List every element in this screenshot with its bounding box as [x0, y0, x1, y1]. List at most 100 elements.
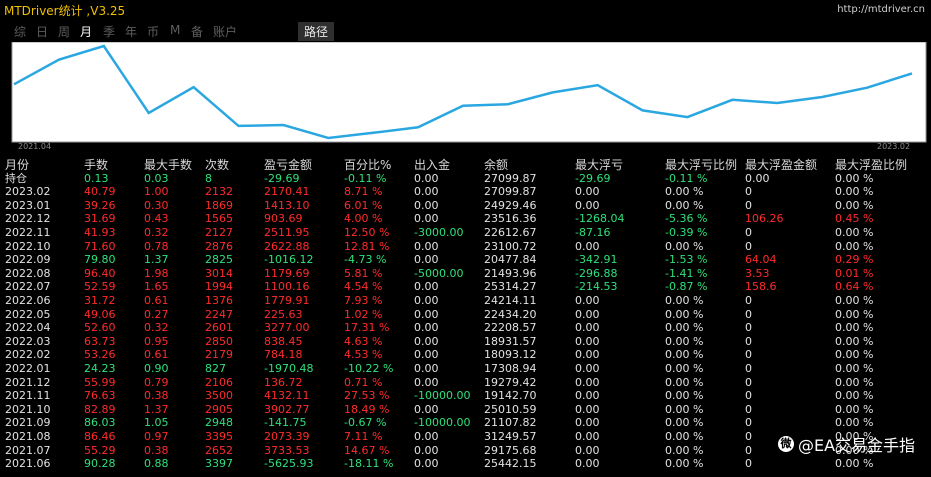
- cell-count: 1994: [205, 280, 233, 294]
- column-header-max_fp_pct[interactable]: 最大浮盈比例: [835, 158, 908, 172]
- cell-month: 2022.11: [5, 226, 51, 239]
- table-row[interactable]: 2022.03 63.73 0.95 2850 838.45 4.63 % 0.00 1893…: [0, 335, 931, 349]
- column-header-month[interactable]: 月份: [5, 158, 30, 172]
- tab-path[interactable]: 路径: [298, 22, 335, 41]
- column-header-max_dd[interactable]: 最大浮亏: [575, 158, 624, 172]
- cell-inout: 0.00: [414, 280, 439, 294]
- tab-7[interactable]: M: [170, 23, 181, 37]
- cell-max_fp_pct: 0.00 %: [835, 457, 874, 471]
- column-header-max_lots[interactable]: 最大手数: [144, 158, 193, 172]
- cell-pl: 2170.41: [264, 185, 310, 199]
- cell-pl: 3277.00: [264, 321, 310, 335]
- cell-balance: 21107.82: [484, 416, 537, 430]
- table-row[interactable]: 2022.02 53.26 0.61 2179 784.18 4.53 % 0.00 1809…: [0, 348, 931, 362]
- website-link[interactable]: http://mtdriver.cn: [837, 4, 925, 15]
- tab-9[interactable]: 账户: [213, 25, 238, 39]
- cell-month: 2022.03: [5, 334, 51, 348]
- cell-max_fp: 0: [745, 334, 752, 348]
- cell-lots: 76.63: [84, 389, 116, 403]
- table-row[interactable]: 2022.09 79.80 1.37 2825 -1016.12 -4.73 % 0.00 2…: [0, 253, 931, 267]
- column-header-pl[interactable]: 盈亏金额: [264, 158, 313, 172]
- cell-pl: 3733.53: [264, 443, 310, 457]
- cell-count: 3014: [205, 266, 233, 280]
- cell-count: 827: [205, 362, 226, 375]
- period-tabs: 综日周月季年币 M 备账户 路径: [0, 22, 931, 42]
- column-header-balance[interactable]: 余额: [484, 158, 509, 172]
- cell-max_dd: 0.00: [575, 348, 600, 362]
- column-header-lots[interactable]: 手数: [84, 158, 109, 172]
- cell-max_dd: 0.00: [575, 198, 600, 212]
- position-cell-lots: 0.13: [84, 171, 109, 185]
- column-header-inout[interactable]: 出入金: [414, 158, 451, 172]
- tab-5[interactable]: 年: [125, 25, 138, 39]
- cell-max_dd: 0.00: [575, 402, 600, 416]
- cell-lots: 53.26: [84, 348, 116, 362]
- table-row[interactable]: 2022.04 52.60 0.32 2601 3277.00 17.31 % 0.00 22…: [0, 321, 931, 335]
- cell-max_lots: 1.37: [144, 402, 169, 416]
- table-row[interactable]: 2021.08 86.46 0.97 3395 2073.39 7.11 % 0.00 312…: [0, 430, 931, 444]
- cell-max_fp_pct: 0.64 %: [835, 280, 874, 294]
- table-row[interactable]: 2022.08 96.40 1.98 3014 1179.69 5.81 % -5000.0…: [0, 267, 931, 281]
- table-row[interactable]: 2022.07 52.59 1.65 1994 1100.16 4.54 % 0.00 253…: [0, 280, 931, 294]
- cell-max_fp_pct: 0.00 %: [835, 348, 874, 362]
- cell-balance: 18931.57: [484, 334, 537, 348]
- cell-max_dd_pct: 0.00 %: [665, 321, 704, 335]
- tab-0[interactable]: 综: [14, 25, 27, 39]
- tab-1[interactable]: 日: [36, 25, 49, 39]
- table-row[interactable]: 2022.06 31.72 0.61 1376 1779.91 7.93 % 0.00 242…: [0, 294, 931, 308]
- table-row[interactable]: 2021.06 90.28 0.88 3397 -5625.93 -18.11 % 0.00…: [0, 457, 931, 471]
- tab-6[interactable]: 币: [147, 25, 160, 39]
- column-header-pct[interactable]: 百分比%: [344, 158, 392, 172]
- cell-max_fp_pct: 0.00 %: [835, 430, 874, 443]
- table-row[interactable]: 2021.10 82.89 1.37 2905 3902.77 18.49 % 0.00 25…: [0, 403, 931, 417]
- column-header-max_fp[interactable]: 最大浮盈金额: [745, 158, 818, 172]
- cell-balance: 31249.57: [484, 430, 537, 443]
- column-header-count[interactable]: 次数: [205, 158, 230, 172]
- cell-max_fp_pct: 0.00 %: [835, 375, 874, 389]
- position-cell-pct: -0.11 %: [344, 171, 387, 185]
- cell-lots: 49.06: [84, 307, 116, 321]
- cell-max_fp_pct: 0.00 %: [835, 226, 874, 239]
- position-cell-inout: 0.00: [414, 171, 439, 185]
- table-row[interactable]: 2023.02 40.79 1.00 2132 2170.41 8.71 % 0.00 270…: [0, 185, 931, 199]
- table-row[interactable]: 2021.07 55.29 0.38 2652 3733.53 14.67 % 0.00 29…: [0, 444, 931, 458]
- cell-lots: 82.89: [84, 402, 116, 416]
- table-row[interactable]: 2022.05 49.06 0.27 2247 225.63 1.02 % 0.00 2243…: [0, 308, 931, 322]
- column-header-max_dd_pct[interactable]: 最大浮亏比例: [665, 158, 738, 172]
- cell-lots: 96.40: [84, 266, 116, 280]
- watermark-text: @EA交易金手指: [798, 436, 916, 455]
- table-row[interactable]: 2021.11 76.63 0.38 3500 4132.11 27.53 % -10000…: [0, 389, 931, 403]
- cell-balance: 23100.72: [484, 239, 537, 253]
- cell-max_fp: 0: [745, 443, 752, 457]
- cell-max_fp_pct: 0.00 %: [835, 443, 874, 457]
- cell-pct: 4.00 %: [344, 212, 383, 226]
- cell-balance: 19279.42: [484, 375, 537, 389]
- cell-pct: 8.71 %: [344, 185, 383, 199]
- tab-4[interactable]: 季: [103, 25, 116, 39]
- table-row[interactable]: 2021.12 55.99 0.79 2106 136.72 0.71 % 0.00 1927…: [0, 376, 931, 390]
- cell-max_fp_pct: 0.01 %: [835, 266, 874, 280]
- tab-8[interactable]: 备: [191, 25, 204, 39]
- cell-pl: -5625.93: [264, 457, 314, 471]
- cell-max_fp: 0: [745, 430, 752, 443]
- cell-max_dd: 0.00: [575, 443, 600, 457]
- tab-3[interactable]: 月: [80, 25, 93, 39]
- cell-max_dd: -214.53: [575, 280, 618, 294]
- cell-pl: 838.45: [264, 334, 303, 348]
- cell-balance: 29175.68: [484, 443, 537, 457]
- table-row[interactable]: 2022.10 71.60 0.78 2876 2622.88 12.81 % 0.00 23…: [0, 240, 931, 254]
- cell-lots: 31.72: [84, 294, 116, 307]
- cell-balance: 24929.46: [484, 198, 537, 212]
- cell-max_dd_pct: -1.53 %: [665, 253, 708, 267]
- table-row[interactable]: 2023.01 39.26 0.30 1869 1413.10 6.01 % 0.00 249…: [0, 199, 931, 213]
- table-row[interactable]: 2022.12 31.69 0.43 1565 903.69 4.00 % 0.00 2351…: [0, 212, 931, 226]
- table-row[interactable]: 2022.11 41.93 0.32 2127 2511.95 12.50 % -3000.…: [0, 226, 931, 240]
- tab-2[interactable]: 周: [58, 25, 71, 39]
- cell-pct: 27.53 %: [344, 389, 390, 403]
- cell-max_fp: 0: [745, 375, 752, 389]
- cell-max_lots: 0.79: [144, 375, 169, 389]
- cell-pl: 1100.16: [264, 280, 310, 294]
- table-row[interactable]: 2022.01 24.23 0.90 827 -1970.48 -10.22 % 0.00 1…: [0, 362, 931, 376]
- table-row[interactable]: 2021.09 86.03 1.05 2948 -141.75 -0.67 % -10000…: [0, 416, 931, 430]
- cell-pct: 14.67 %: [344, 443, 390, 457]
